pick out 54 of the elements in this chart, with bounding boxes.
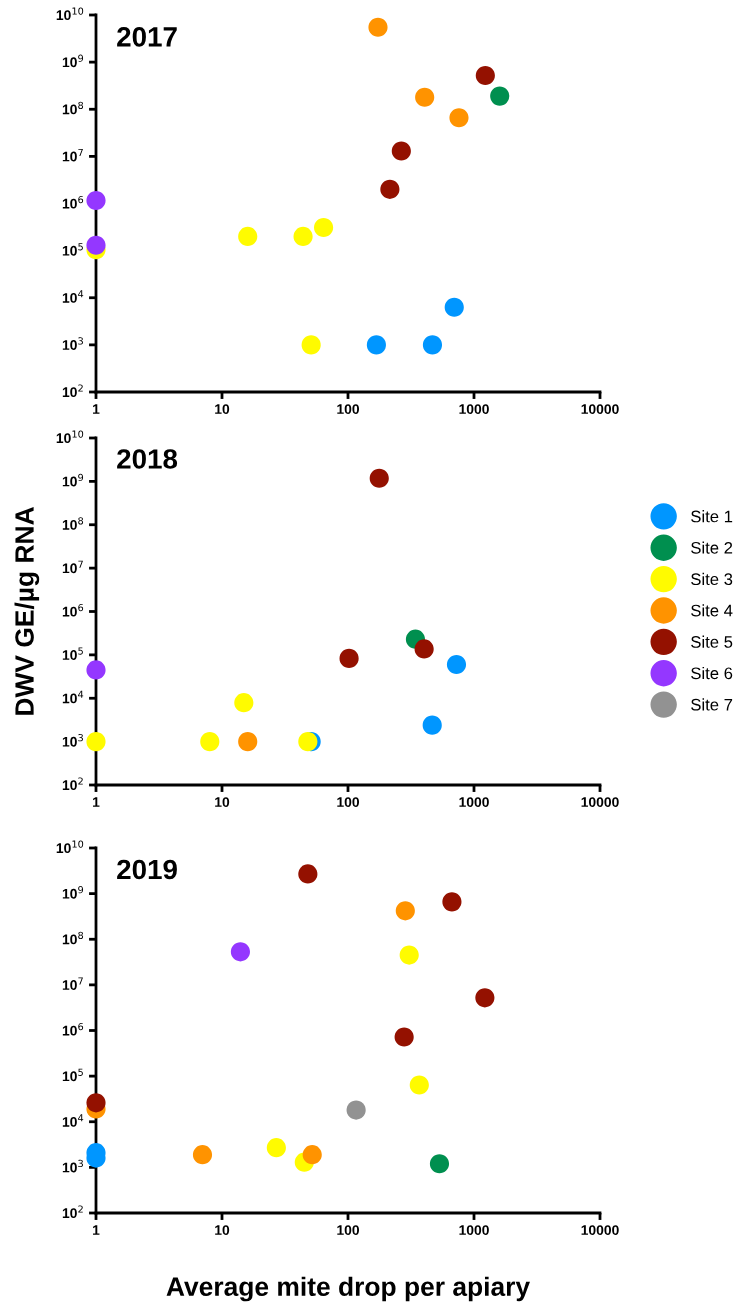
y-tick-label: 10$^{6}$ <box>62 603 84 617</box>
x-tick-label: 1 <box>93 1225 100 1235</box>
legend-label: Site 6 <box>691 666 733 680</box>
y-tick-label: 10$^{5}$ <box>62 647 83 660</box>
y-tick-label: 10$^{6}$ <box>62 1022 84 1036</box>
y-tick-label: 10$^{2}$ <box>62 384 83 398</box>
legend-label: Site 5 <box>691 635 733 648</box>
x-tick-label: 1 <box>93 797 100 807</box>
x-tick-label: 10 <box>215 1225 230 1236</box>
y-tick-label: 10$^{10}$ <box>56 430 84 444</box>
y-tick-label: 10$^{3}$ <box>62 337 83 350</box>
y-axis-title: DWV GE/µg RNA <box>14 507 40 715</box>
y-tick-label: 10$^{8}$ <box>62 101 84 115</box>
x-tick-label: 100 <box>337 1225 360 1236</box>
chart-title: 2019 <box>117 859 177 880</box>
y-tick-label: 10$^{8}$ <box>62 931 84 945</box>
y-tick-label: 10$^{5}$ <box>62 243 83 256</box>
y-tick-label: 10$^{4}$ <box>62 690 84 704</box>
y-tick-label: 10$^{10}$ <box>56 7 84 21</box>
x-tick-label: 10000 <box>581 797 619 808</box>
y-tick-label: 10$^{5}$ <box>62 1068 83 1082</box>
x-tick-label: 1000 <box>459 797 489 808</box>
x-tick-label: 10000 <box>581 404 619 415</box>
chart-title: 2017 <box>117 27 177 47</box>
y-tick-label: 10$^{2}$ <box>62 777 83 791</box>
x-tick-label: 10 <box>215 797 230 808</box>
y-tick-label: 10$^{4}$ <box>62 290 84 303</box>
y-tick-label: 10$^{2}$ <box>62 1205 83 1219</box>
y-tick-label: 10$^{3}$ <box>62 1159 83 1173</box>
y-tick-label: 10$^{6}$ <box>62 195 84 209</box>
y-tick-label: 10$^{7}$ <box>62 977 83 990</box>
legend-label: Site 4 <box>691 604 733 617</box>
chart-title: 2018 <box>117 449 178 469</box>
y-tick-label: 10$^{8}$ <box>62 517 84 530</box>
x-tick-label: 10 <box>215 404 230 415</box>
y-tick-label: 10$^{3}$ <box>62 734 83 747</box>
y-tick-label: 10$^{9}$ <box>62 886 84 899</box>
x-tick-label: 100 <box>337 404 360 415</box>
y-tick-label: 10$^{10}$ <box>56 840 84 854</box>
y-tick-label: 10$^{9}$ <box>62 473 84 487</box>
y-tick-label: 10$^{4}$ <box>62 1114 84 1127</box>
y-tick-label: 10$^{7}$ <box>62 560 83 574</box>
x-tick-label: 10000 <box>581 1225 619 1236</box>
legend-label: Site 1 <box>691 510 733 523</box>
legend-label: Site 2 <box>691 541 733 554</box>
x-tick-label: 100 <box>337 797 360 808</box>
y-tick-label: 10$^{7}$ <box>62 148 83 162</box>
x-tick-label: 1000 <box>459 404 489 415</box>
legend-label: Site 3 <box>691 572 733 586</box>
y-tick-label: 10$^{9}$ <box>62 54 84 68</box>
x-axis-title: Average mite drop per apiary <box>166 1276 530 1302</box>
x-tick-label: 1000 <box>459 1225 489 1236</box>
x-tick-label: 1 <box>93 404 100 414</box>
legend-label: Site 7 <box>691 698 733 711</box>
